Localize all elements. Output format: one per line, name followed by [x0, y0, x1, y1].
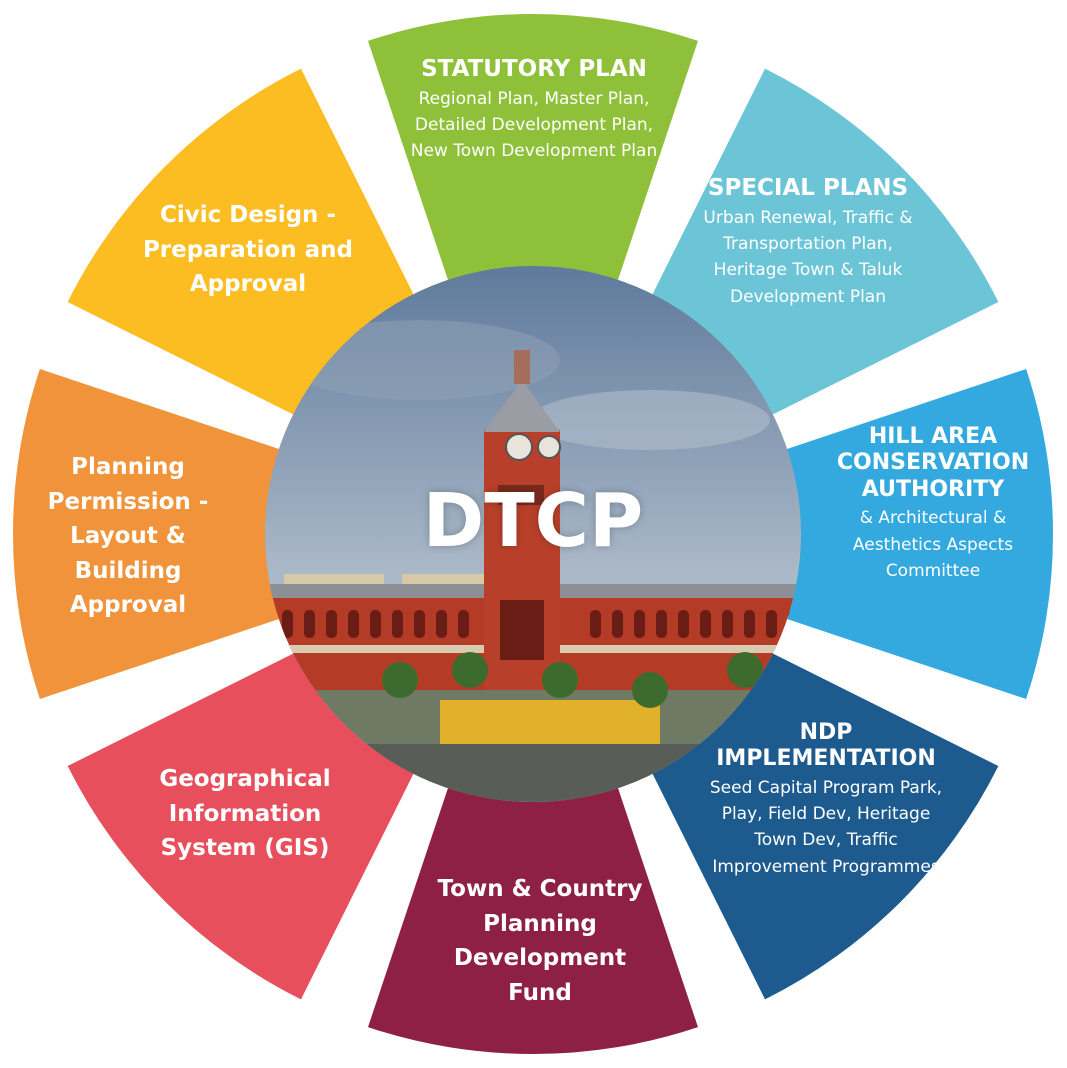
palm-tree	[727, 652, 763, 688]
building-window	[612, 610, 623, 638]
statutory-plan-title: STATUTORY PLAN	[421, 56, 647, 82]
ndp-implementation-description: Seed Capital Program Park, Play, Field D…	[709, 777, 943, 877]
segment-development-fund: Town & Country Planning Development Fund	[418, 872, 662, 1010]
building-window	[370, 610, 381, 638]
palm-tree	[452, 652, 488, 688]
building-window	[590, 610, 601, 638]
building-window	[700, 610, 711, 638]
bus	[440, 700, 660, 744]
segment-gis-shape	[67, 641, 426, 1000]
building-window	[348, 610, 359, 638]
building-window	[744, 610, 755, 638]
clock-face	[505, 433, 533, 461]
segment-statutory-plan-shape	[368, 14, 698, 323]
palm-tree	[542, 662, 578, 698]
building-window	[656, 610, 667, 638]
building-window	[304, 610, 315, 638]
building-window	[436, 610, 447, 638]
civic-design-title: Civic Design - Preparation and Approval	[142, 202, 354, 297]
segment-civic-design: Civic Design - Preparation and Approval	[130, 198, 366, 302]
building-window	[414, 610, 425, 638]
hill-area-title: HILL AREA CONSERVATION AUTHORITY	[836, 424, 1030, 502]
building-window	[326, 610, 337, 638]
palm-tree	[632, 672, 668, 708]
segment-hill-area: HILL AREA CONSERVATION AUTHORITY & Archi…	[818, 424, 1048, 584]
gis-title: Geographical Information System (GIS)	[159, 766, 331, 861]
building-window	[722, 610, 733, 638]
segment-planning-permission-shape	[12, 369, 321, 699]
segment-hill-area-shape	[745, 369, 1053, 699]
building-window	[766, 610, 777, 638]
segment-ndp-implementation: NDP IMPLEMENTATION Seed Capital Program …	[704, 720, 948, 880]
building-window	[634, 610, 645, 638]
segment-ndp-implementation-shape	[640, 641, 999, 1000]
segment-special-plans-shape	[640, 68, 999, 427]
center-title: DTCP	[422, 478, 644, 564]
special-plans-title: SPECIAL PLANS	[707, 175, 909, 201]
segment-development-fund-shape	[368, 746, 698, 1054]
development-fund-title: Town & Country Planning Development Fund	[437, 876, 643, 1006]
building-window	[282, 610, 293, 638]
special-plans-description: Urban Renewal, Traffic & Transportation …	[703, 207, 913, 307]
segment-statutory-plan: STATUTORY PLAN Regional Plan, Master Pla…	[408, 56, 660, 165]
ndp-implementation-title: NDP IMPLEMENTATION	[716, 720, 936, 772]
segment-special-plans: SPECIAL PLANS Urban Renewal, Traffic & T…	[690, 175, 926, 310]
hill-area-description: & Architectural & Aesthetics Aspects Com…	[852, 508, 1014, 581]
planning-permission-title: Planning Permission -Layout & Building A…	[47, 454, 209, 618]
building-window	[392, 610, 403, 638]
statutory-plan-description: Regional Plan, Master Plan, Detailed Dev…	[410, 88, 658, 162]
palm-tree	[382, 662, 418, 698]
building-window	[458, 610, 469, 638]
segment-civic-design-shape	[67, 68, 426, 427]
segment-gis: Geographical Information System (GIS)	[130, 762, 360, 866]
building-window	[678, 610, 689, 638]
segment-planning-permission: Planning Permission -Layout & Building A…	[38, 450, 218, 623]
